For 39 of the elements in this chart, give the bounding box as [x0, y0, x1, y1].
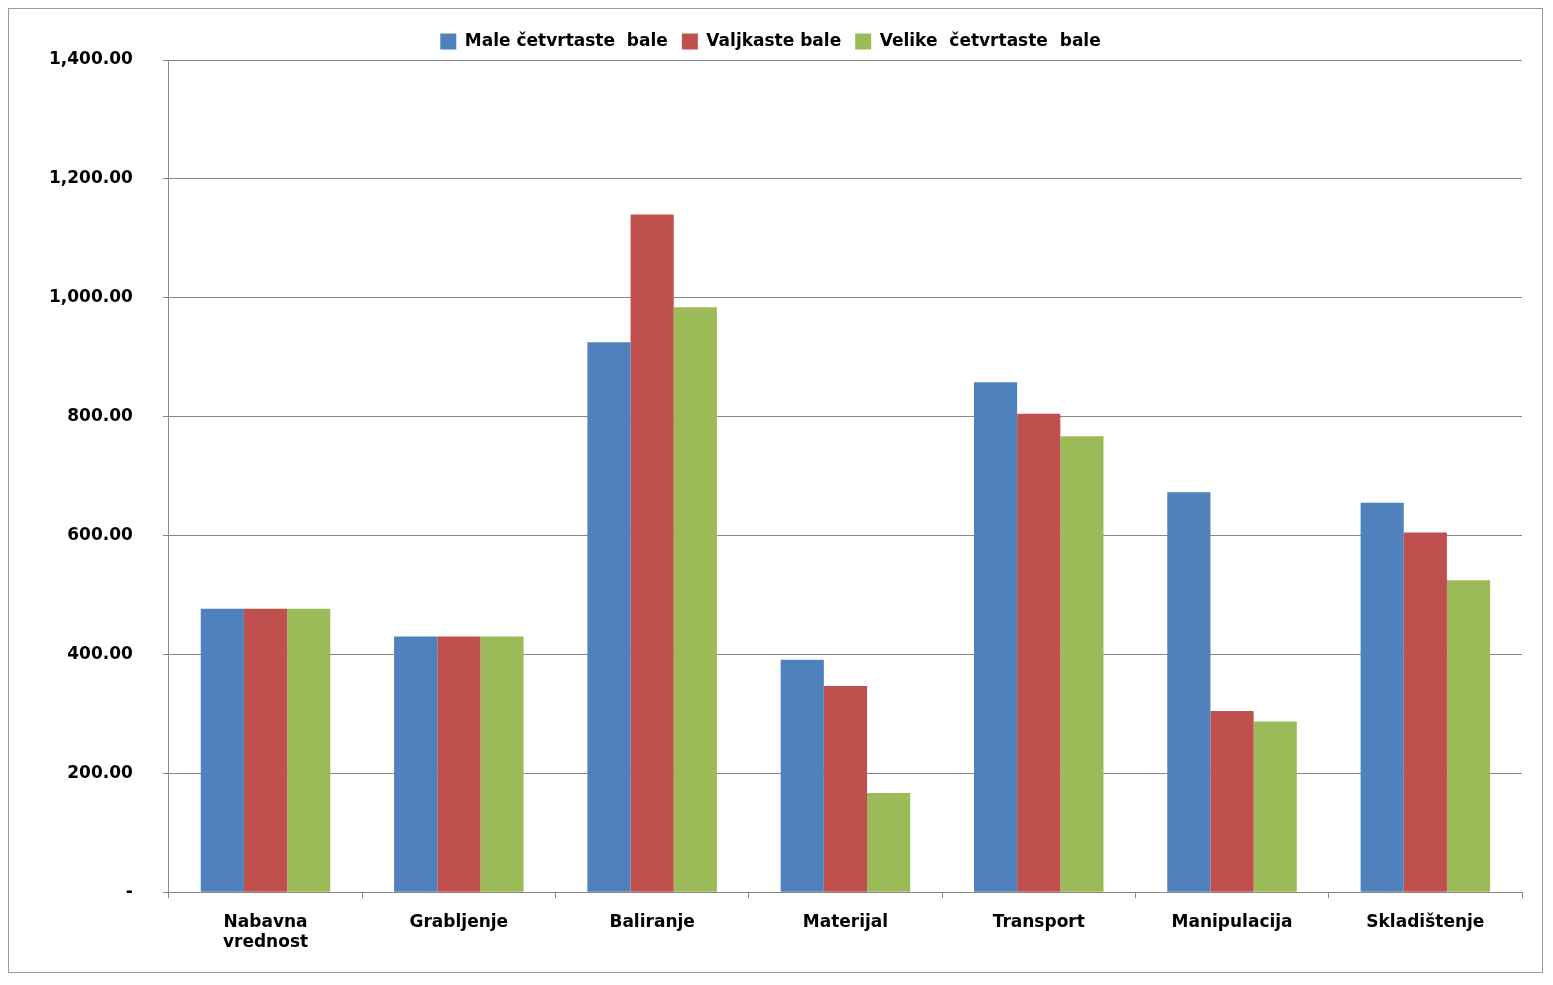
bar	[587, 342, 631, 892]
bar	[1167, 492, 1211, 892]
x-tick-label: Nabavna vrednost	[222, 910, 309, 952]
bar	[437, 636, 481, 892]
bar	[480, 636, 524, 892]
legend-label: Male četvrtaste bale	[464, 29, 668, 50]
bar	[1446, 580, 1491, 892]
legend-label: Velike četvrtaste bale	[879, 29, 1101, 50]
bar	[200, 608, 244, 892]
bar	[394, 636, 438, 892]
x-tick-label: Skladištenje	[1366, 910, 1485, 931]
y-tick-label: 1,000.00	[49, 286, 134, 307]
legend-label: Valjkaste bale	[706, 29, 842, 50]
bar	[1360, 502, 1404, 892]
bar	[243, 608, 288, 892]
bar	[823, 685, 868, 892]
y-tick-label: 1,200.00	[49, 167, 134, 188]
bar	[673, 307, 717, 892]
y-tick-label: 400.00	[67, 642, 134, 663]
x-tick-label: Baliranje	[609, 910, 695, 931]
y-tick-label: 800.00	[67, 405, 134, 426]
y-tick-label: 600.00	[67, 523, 134, 544]
y-tick-label: -	[125, 880, 133, 901]
bar	[1017, 413, 1061, 892]
y-tick-label: 1,400.00	[49, 48, 134, 69]
bar	[973, 382, 1018, 892]
bar	[1210, 710, 1254, 892]
bar	[1403, 532, 1447, 892]
x-tick-label: Grabljenje	[409, 910, 509, 931]
bar	[1253, 721, 1297, 892]
x-tick-label: Transport	[992, 910, 1085, 931]
bar	[287, 608, 331, 892]
y-tick-label: 200.00	[67, 761, 134, 782]
bar	[630, 214, 674, 892]
bar	[867, 792, 911, 892]
x-tick-label: Manipulacija	[1171, 910, 1293, 931]
x-tick-label: Materijal	[802, 910, 889, 931]
bar	[780, 659, 824, 892]
bar	[1060, 436, 1104, 892]
